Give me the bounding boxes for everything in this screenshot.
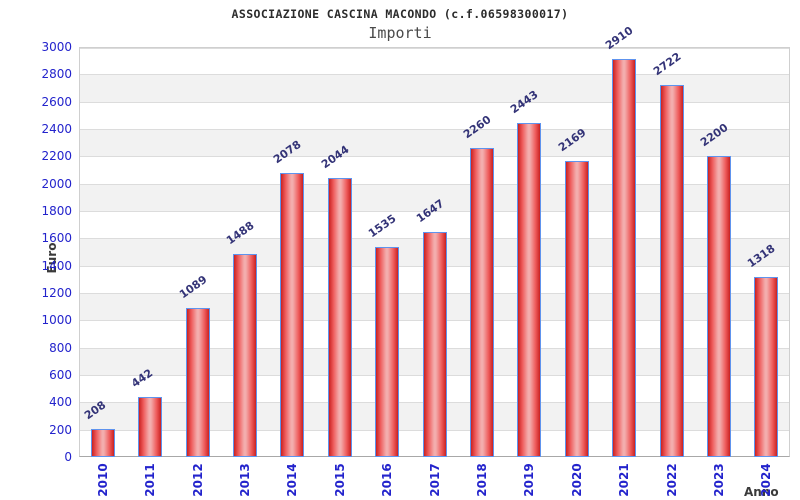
bar (422, 231, 447, 457)
bar (185, 308, 210, 457)
y-tick-label: 1800 (41, 204, 72, 218)
gridline (80, 183, 789, 185)
bar (138, 396, 163, 457)
bar (232, 253, 257, 457)
y-tick-label: 200 (49, 422, 72, 437)
bar (706, 156, 731, 457)
bar (469, 148, 494, 457)
y-tick-label: 800 (49, 340, 72, 355)
x-tick-label: 2016 (380, 463, 395, 497)
x-tick-label: 2017 (427, 463, 442, 497)
bar (517, 123, 542, 457)
x-tick-label: 2014 (285, 463, 300, 497)
bar (280, 173, 305, 457)
bar (564, 160, 589, 457)
x-tick-label: 2013 (237, 463, 252, 497)
bar (754, 276, 779, 457)
bar (375, 247, 400, 457)
gridline (80, 48, 789, 49)
x-tick-label: 2011 (143, 463, 158, 497)
y-tick-label: 2000 (41, 176, 72, 191)
bar (612, 59, 637, 457)
bar (659, 84, 684, 457)
y-tick-label: 1000 (41, 313, 72, 328)
x-tick-label: 2019 (522, 463, 537, 497)
x-tick-label: 2010 (95, 463, 110, 497)
gridline (80, 129, 789, 130)
gridline (80, 211, 789, 212)
y-tick-label: 2800 (41, 67, 72, 82)
chart-subtitle: Importi (368, 24, 432, 42)
y-tick-label: 0 (64, 450, 72, 464)
y-tick-label: 3000 (41, 40, 72, 54)
y-tick-label: 2600 (41, 94, 72, 109)
y-tick-label: 400 (49, 395, 72, 410)
bar (327, 177, 352, 457)
x-tick-label: 2021 (617, 463, 632, 497)
chart-title: ASSOCIAZIONE CASCINA MACONDO (c.f.065983… (231, 7, 569, 21)
y-tick-label: 2200 (41, 149, 72, 164)
gridline (80, 101, 789, 103)
y-tick-label: 1600 (41, 231, 72, 246)
bar (90, 428, 115, 457)
x-tick-label: 2018 (474, 463, 489, 497)
x-axis-title: Anno (744, 485, 779, 499)
y-tick-label: 600 (49, 368, 72, 382)
x-tick-label: 2023 (711, 463, 726, 497)
y-tick-label: 1400 (41, 258, 72, 273)
gridline (80, 156, 789, 158)
gridline (80, 74, 789, 76)
x-tick-label: 2022 (664, 463, 679, 497)
x-tick-label: 2015 (332, 463, 347, 497)
x-tick-label: 2012 (190, 463, 205, 497)
x-tick-label: 2024 (759, 463, 774, 497)
x-tick-label: 2020 (569, 463, 584, 497)
y-tick-label: 1200 (41, 286, 72, 300)
y-tick-label: 2400 (41, 122, 72, 136)
